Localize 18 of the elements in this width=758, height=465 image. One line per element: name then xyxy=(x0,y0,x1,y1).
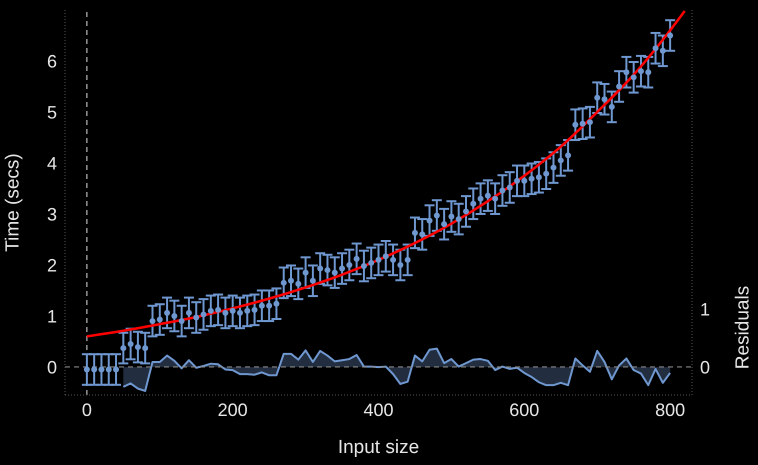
y-tick-label: 2 xyxy=(46,255,57,276)
x-tick-label: 600 xyxy=(509,400,540,420)
x-tick-label: 800 xyxy=(655,400,686,420)
y-axis-title: Time (secs) xyxy=(2,153,24,252)
x-axis-title: Input size xyxy=(338,437,420,458)
y-tick-label: 6 xyxy=(46,51,57,72)
y2-axis-title: Residuals xyxy=(732,286,754,370)
y-tick-label: 5 xyxy=(46,102,57,122)
y-tick-label: 4 xyxy=(46,153,57,174)
y2-tick-label: 0 xyxy=(700,358,710,378)
line-series xyxy=(86,10,686,338)
x-tick-label: 200 xyxy=(218,400,248,420)
x-tick-label: 400 xyxy=(363,400,394,420)
y-tick-label: 0 xyxy=(46,357,57,378)
x-tick-label: 0 xyxy=(82,400,92,420)
y2-tick-label: 1 xyxy=(700,300,710,320)
y-tick-label: 3 xyxy=(46,204,57,224)
y-tick-label: 1 xyxy=(46,306,57,326)
